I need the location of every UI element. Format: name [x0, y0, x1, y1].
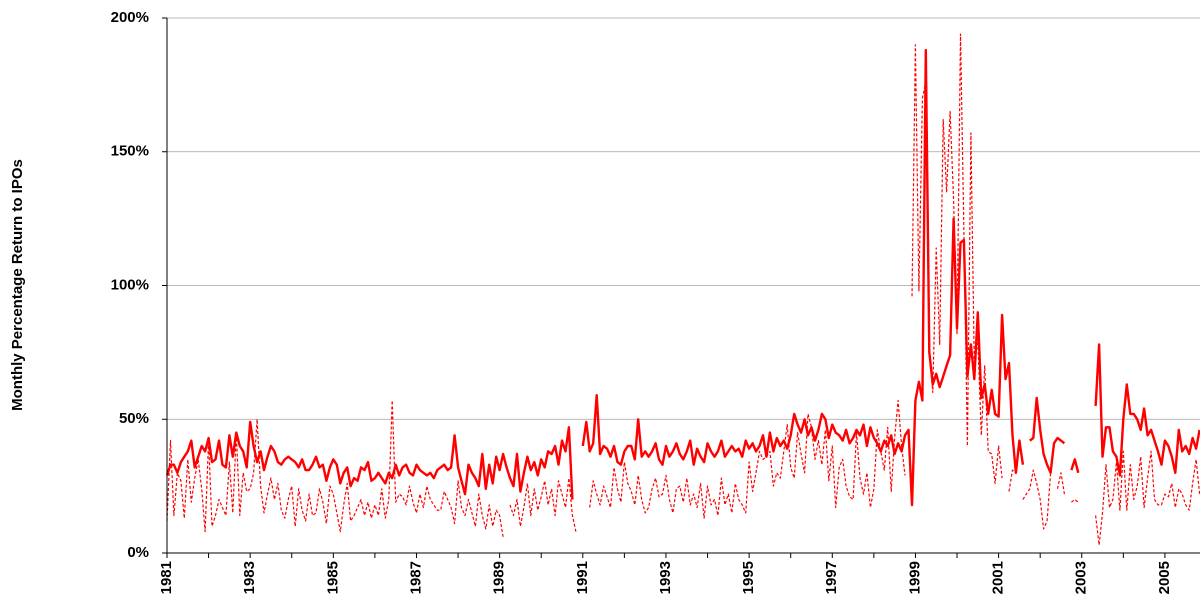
x-tick-label: 1983 [241, 561, 258, 594]
x-tick-label: 1991 [574, 561, 591, 594]
x-tick-label: 1985 [324, 561, 341, 594]
y-tick-label: 100% [111, 276, 149, 293]
x-tick-label: 1989 [491, 561, 508, 594]
x-tick-label: 1993 [657, 561, 674, 594]
y-tick-label: 0% [127, 544, 149, 561]
dashed-line [166, 33, 1200, 546]
x-tick-label: 2005 [1156, 561, 1173, 594]
x-tick-label: 1997 [823, 561, 840, 594]
x-tick-label: 2003 [1073, 561, 1090, 594]
x-tick-label: 2001 [990, 561, 1007, 594]
x-tick-label: 1981 [158, 561, 175, 594]
solid-line [165, 48, 1200, 507]
x-tick-label: 1999 [906, 561, 923, 594]
y-axis-title: Monthly Percentage Return to IPOs [9, 159, 26, 411]
y-tick-label: 150% [111, 143, 149, 160]
y-tick-label: 200% [111, 9, 149, 26]
x-tick-label: 1995 [740, 561, 757, 594]
y-tick-label: 50% [119, 410, 149, 427]
x-tick-label: 1987 [407, 561, 424, 594]
